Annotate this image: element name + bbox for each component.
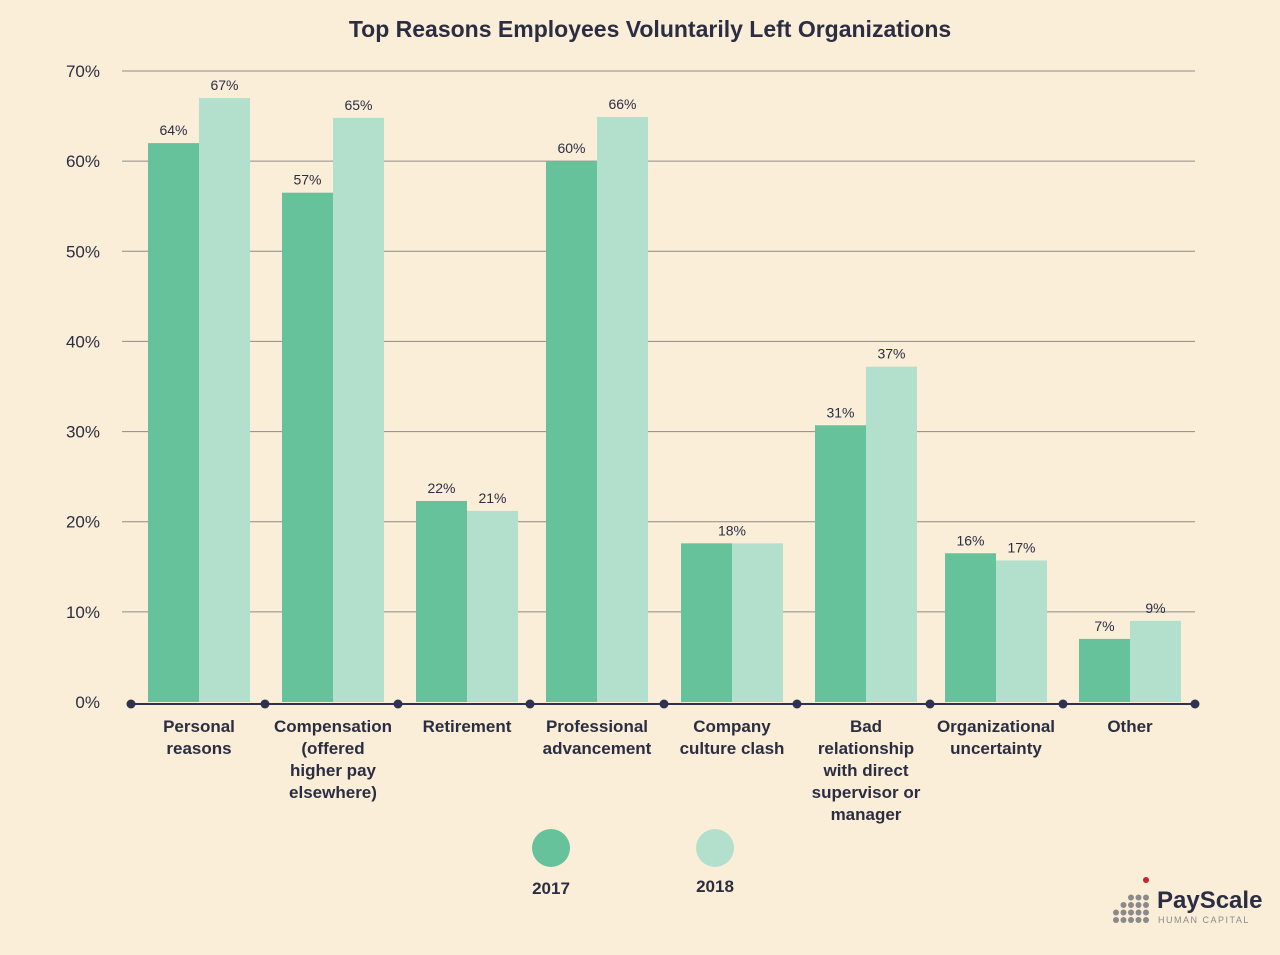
axis-dot <box>659 699 669 709</box>
category-label: Compensation (offered higher pay elsewhere) <box>274 717 392 802</box>
axis-dot <box>925 699 935 709</box>
axis-dot <box>393 699 403 709</box>
bars <box>148 98 1181 703</box>
y-axis-ticks: 0% 10% 20% 30% 40% 50% 60% 70% <box>66 62 100 712</box>
category-label: Professional advancement <box>543 717 652 758</box>
y-tick-label: 10% <box>66 603 100 622</box>
y-tick-label: 40% <box>66 332 100 351</box>
logo-dot <box>1120 902 1127 908</box>
data-label-2018: 9% <box>1145 600 1165 616</box>
legend-swatch-2017 <box>532 829 570 867</box>
axis-dot <box>525 699 535 709</box>
axis-dot <box>260 699 270 709</box>
logo-dot <box>1135 909 1142 916</box>
logo-dot <box>1143 909 1149 916</box>
bar-2017 <box>148 143 199 703</box>
bar-2018 <box>597 116 648 703</box>
logo-name: PayScale <box>1157 887 1262 914</box>
data-label-2017: 31% <box>826 404 854 420</box>
data-label-2018: 37% <box>877 346 905 362</box>
logo-dot <box>1143 894 1149 901</box>
bar-2018 <box>732 543 783 702</box>
category-label: Other <box>1107 717 1153 736</box>
data-label-2017: 60% <box>557 140 585 156</box>
data-label-2017: 16% <box>956 532 984 548</box>
bar-2018 <box>199 98 250 703</box>
legend-label-2018: 2018 <box>696 877 734 896</box>
bar-2017 <box>416 500 467 702</box>
bar-2017 <box>681 543 732 702</box>
data-label-shared: 18% <box>718 522 746 538</box>
data-label-2018: 17% <box>1007 539 1035 555</box>
logo-tagline: HUMAN CAPITAL <box>1158 915 1250 925</box>
bar-2017 <box>945 553 996 702</box>
x-axis <box>126 699 1200 709</box>
logo-dot <box>1143 902 1149 908</box>
axis-dot <box>126 699 136 709</box>
category-label: Bad relationship with direct supervisor or m… <box>812 717 921 824</box>
logo-dot <box>1120 917 1127 923</box>
logo-dot <box>1128 917 1134 923</box>
data-label-2018: 67% <box>210 77 238 93</box>
logo-dot <box>1113 917 1119 923</box>
bar-2018 <box>866 366 917 702</box>
bar-2018 <box>467 510 518 702</box>
logo-dot <box>1128 894 1134 901</box>
bar-2018 <box>996 560 1047 702</box>
payscale-logo: PayScale HUMAN CAPITAL <box>1113 877 1262 925</box>
y-tick-label: 0% <box>75 693 100 712</box>
y-tick-label: 50% <box>66 242 100 261</box>
chart-title: Top Reasons Employees Voluntarily Left O… <box>349 16 951 42</box>
logo-dot <box>1135 917 1142 923</box>
logo-dot <box>1143 917 1149 923</box>
category-label: Retirement <box>423 717 512 736</box>
category-label: Organizational uncertainty <box>937 717 1055 758</box>
bar-2018 <box>333 117 384 703</box>
logo-dot <box>1120 909 1127 916</box>
logo-dot-red <box>1143 877 1149 883</box>
bar-2017 <box>1079 638 1130 702</box>
data-label-2017: 64% <box>159 122 187 138</box>
legend-swatch-2018 <box>696 829 734 867</box>
legend-label-2017: 2017 <box>532 879 570 898</box>
payscale-dots-icon <box>1113 877 1149 923</box>
category-labels: Personal reasons Compensation (offered highe… <box>163 717 1153 824</box>
data-label-2018: 21% <box>478 490 506 506</box>
data-label-2018: 65% <box>344 97 372 113</box>
y-tick-label: 70% <box>66 62 100 81</box>
logo-dot <box>1128 902 1134 908</box>
bar-2017 <box>282 192 333 702</box>
legend: 2017 2018 <box>532 829 734 898</box>
y-tick-label: 60% <box>66 152 100 171</box>
logo-dot <box>1135 902 1142 908</box>
y-tick-label: 20% <box>66 513 100 532</box>
axis-dot <box>792 699 802 709</box>
bar-2018 <box>1130 620 1181 702</box>
bar-2017 <box>546 161 597 703</box>
axis-dot <box>1190 699 1200 709</box>
logo-dot <box>1128 909 1134 916</box>
axis-dot <box>1058 699 1068 709</box>
data-label-2017: 22% <box>427 480 455 496</box>
y-tick-label: 30% <box>66 423 100 442</box>
logo-dot <box>1113 909 1119 916</box>
logo-dot <box>1135 894 1142 901</box>
category-label: Personal reasons <box>163 717 235 758</box>
bar-2017 <box>815 425 866 702</box>
category-label: Company culture clash <box>680 717 785 758</box>
data-label-2018: 66% <box>608 96 636 112</box>
data-label-2017: 7% <box>1094 618 1114 634</box>
data-label-2017: 57% <box>293 172 321 188</box>
data-labels: 64% 57% 22% 60% 31% 16% 7% 67% 65% 21% 66% 37% 17% 9%… <box>159 77 1165 634</box>
